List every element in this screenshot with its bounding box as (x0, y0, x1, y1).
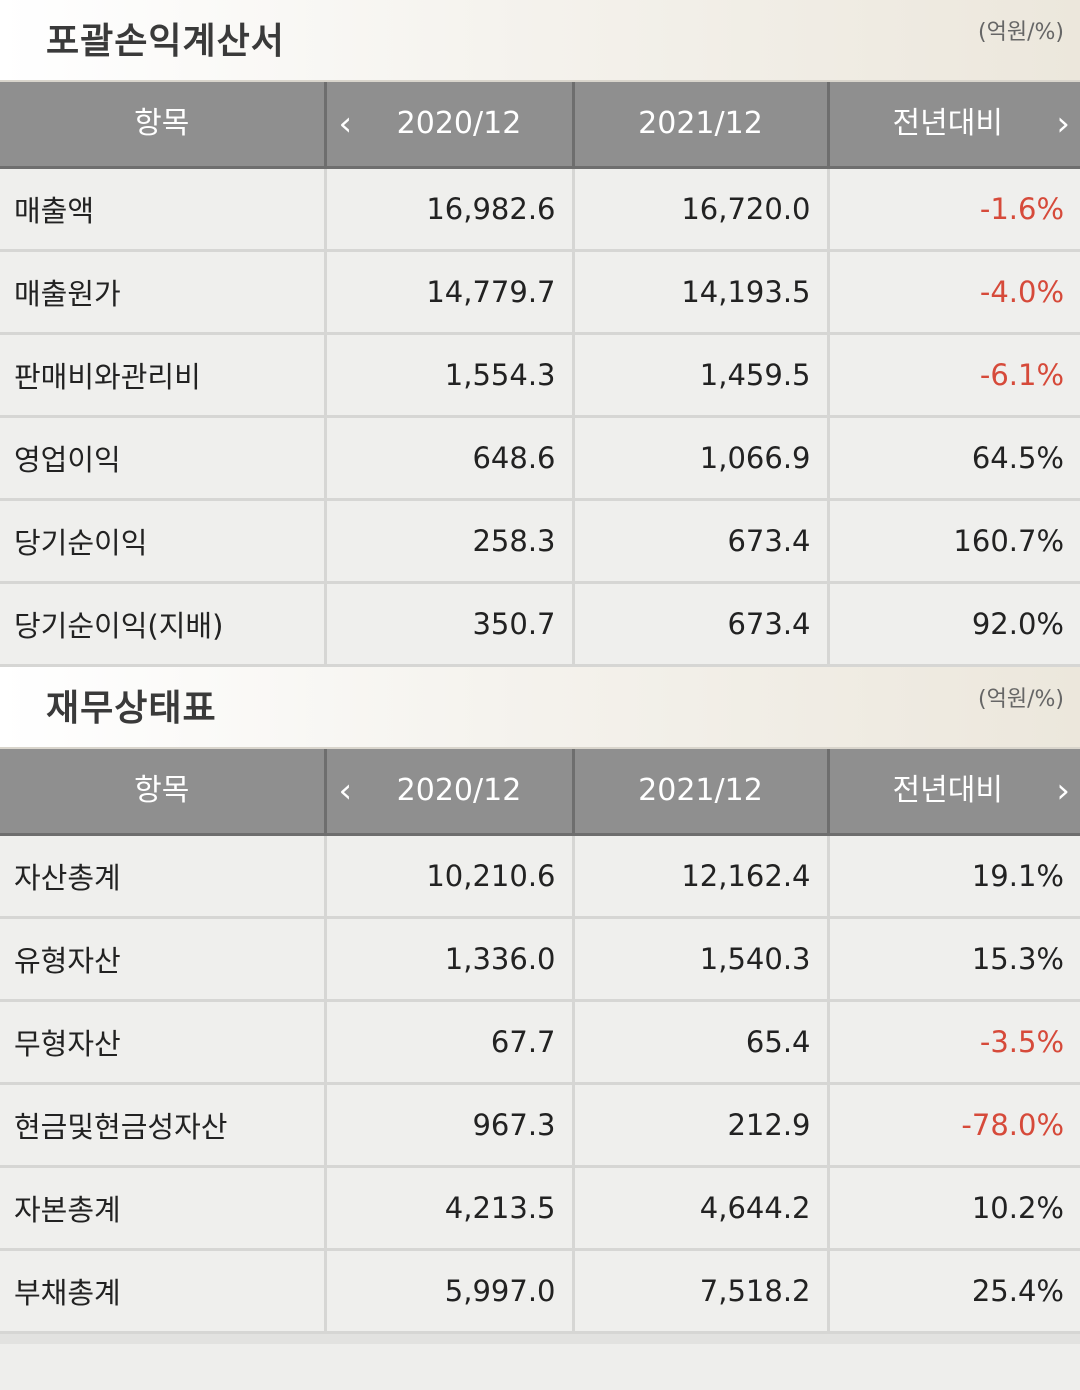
section-header: 재무상태표 (억원/%) (0, 667, 1080, 749)
row-label: 자산총계 (0, 834, 327, 919)
section-title: 포괄손익계산서 (46, 21, 285, 62)
balance-sheet-table: 항목 ‹ 2020/12 2021/12 전년대비 › (0, 749, 1080, 1334)
chevron-right-icon[interactable]: › (1056, 771, 1070, 811)
table-row: 영업이익 648.6 1,066.9 64.5% (0, 416, 1080, 501)
header-prev-period: ‹ 2020/12 (325, 749, 575, 836)
value-prev: 67.7 (325, 1000, 575, 1085)
value-prev: 1,336.0 (325, 917, 575, 1002)
header-prev-period: ‹ 2020/12 (325, 82, 575, 169)
value-curr: 673.4 (573, 499, 830, 584)
table-row: 자본총계 4,213.5 4,644.2 10.2% (0, 1166, 1080, 1251)
table-row: 무형자산 67.7 65.4 -3.5% (0, 1000, 1080, 1085)
header-yoy: 전년대비 › (828, 82, 1080, 169)
header-yoy: 전년대비 › (828, 749, 1080, 836)
value-yoy: -6.1% (828, 333, 1080, 418)
value-yoy: -78.0% (828, 1083, 1080, 1168)
table-row: 판매비와관리비 1,554.3 1,459.5 -6.1% (0, 333, 1080, 418)
header-prev-label: 2020/12 (396, 773, 522, 808)
table-row: 현금및현금성자산 967.3 212.9 -78.0% (0, 1083, 1080, 1168)
value-yoy: 25.4% (828, 1249, 1080, 1334)
row-label: 유형자산 (0, 917, 327, 1002)
balance-sheet-section: 재무상태표 (억원/%) 항목 ‹ 2020/12 2021/12 (0, 667, 1080, 1334)
value-prev: 4,213.5 (325, 1166, 575, 1251)
value-curr: 1,066.9 (573, 416, 830, 501)
value-curr: 1,459.5 (573, 333, 830, 418)
header-item: 항목 (0, 749, 327, 836)
value-yoy: 15.3% (828, 917, 1080, 1002)
value-curr: 673.4 (573, 582, 830, 667)
row-label: 영업이익 (0, 416, 327, 501)
table-row: 자산총계 10,210.6 12,162.4 19.1% (0, 834, 1080, 919)
row-label: 당기순이익 (0, 499, 327, 584)
value-curr: 4,644.2 (573, 1166, 830, 1251)
value-curr: 7,518.2 (573, 1249, 830, 1334)
value-curr: 212.9 (573, 1083, 830, 1168)
chevron-left-icon[interactable]: ‹ (338, 771, 353, 811)
value-curr: 65.4 (573, 1000, 830, 1085)
value-yoy: 160.7% (828, 499, 1080, 584)
value-yoy: 64.5% (828, 416, 1080, 501)
header-curr-label: 2021/12 (638, 773, 763, 808)
header-item-label: 항목 (134, 773, 190, 808)
table-row: 매출액 16,982.6 16,720.0 -1.6% (0, 167, 1080, 252)
value-prev: 967.3 (325, 1083, 575, 1168)
section-header: 포괄손익계산서 (억원/%) (0, 0, 1080, 82)
value-prev: 5,997.0 (325, 1249, 575, 1334)
value-yoy: 19.1% (828, 834, 1080, 919)
value-prev: 648.6 (325, 416, 575, 501)
table-row: 매출원가 14,779.7 14,193.5 -4.0% (0, 250, 1080, 335)
header-item-label: 항목 (134, 106, 190, 141)
table-row: 당기순이익 258.3 673.4 160.7% (0, 499, 1080, 584)
header-curr-label: 2021/12 (638, 106, 763, 141)
section-title: 재무상태표 (46, 688, 217, 729)
value-prev: 258.3 (325, 499, 575, 584)
unit-label: (억원/%) (978, 687, 1064, 712)
balance-sheet-body: 자산총계 10,210.6 12,162.4 19.1% 유형자산 1,336.0 1,54… (0, 834, 1080, 1334)
chevron-right-icon[interactable]: › (1056, 104, 1070, 144)
row-label: 현금및현금성자산 (0, 1083, 327, 1168)
header-curr-period: 2021/12 (573, 749, 830, 836)
row-label: 부채총계 (0, 1249, 327, 1334)
row-label: 매출액 (0, 167, 327, 252)
income-statement-section: 포괄손익계산서 (억원/%) 항목 ‹ 2020/12 2021/12 (0, 0, 1080, 667)
table-row: 당기순이익(지배) 350.7 673.4 92.0% (0, 582, 1080, 667)
chevron-left-icon[interactable]: ‹ (338, 104, 353, 144)
header-yoy-label: 전년대비 (892, 773, 1003, 808)
value-yoy: -1.6% (828, 167, 1080, 252)
header-item: 항목 (0, 82, 327, 169)
value-curr: 16,720.0 (573, 167, 830, 252)
header-yoy-label: 전년대비 (892, 106, 1003, 141)
row-label: 자본총계 (0, 1166, 327, 1251)
header-prev-label: 2020/12 (396, 106, 522, 141)
unit-label: (억원/%) (978, 20, 1064, 45)
value-yoy: -4.0% (828, 250, 1080, 335)
value-prev: 1,554.3 (325, 333, 575, 418)
value-curr: 14,193.5 (573, 250, 830, 335)
row-label: 무형자산 (0, 1000, 327, 1085)
value-prev: 10,210.6 (325, 834, 575, 919)
row-label: 매출원가 (0, 250, 327, 335)
value-prev: 350.7 (325, 582, 575, 667)
value-yoy: 92.0% (828, 582, 1080, 667)
value-prev: 14,779.7 (325, 250, 575, 335)
row-label: 판매비와관리비 (0, 333, 327, 418)
value-curr: 12,162.4 (573, 834, 830, 919)
bottom-divider (0, 1334, 1080, 1344)
value-yoy: 10.2% (828, 1166, 1080, 1251)
income-statement-table: 항목 ‹ 2020/12 2021/12 전년대비 › (0, 82, 1080, 667)
header-curr-period: 2021/12 (573, 82, 830, 169)
value-prev: 16,982.6 (325, 167, 575, 252)
value-yoy: -3.5% (828, 1000, 1080, 1085)
table-row: 부채총계 5,997.0 7,518.2 25.4% (0, 1249, 1080, 1334)
table-header-row: 항목 ‹ 2020/12 2021/12 전년대비 › (0, 749, 1080, 836)
table-header-row: 항목 ‹ 2020/12 2021/12 전년대비 › (0, 82, 1080, 169)
income-statement-body: 매출액 16,982.6 16,720.0 -1.6% 매출원가 14,779.7 14,1… (0, 167, 1080, 667)
table-row: 유형자산 1,336.0 1,540.3 15.3% (0, 917, 1080, 1002)
row-label: 당기순이익(지배) (0, 582, 327, 667)
value-curr: 1,540.3 (573, 917, 830, 1002)
